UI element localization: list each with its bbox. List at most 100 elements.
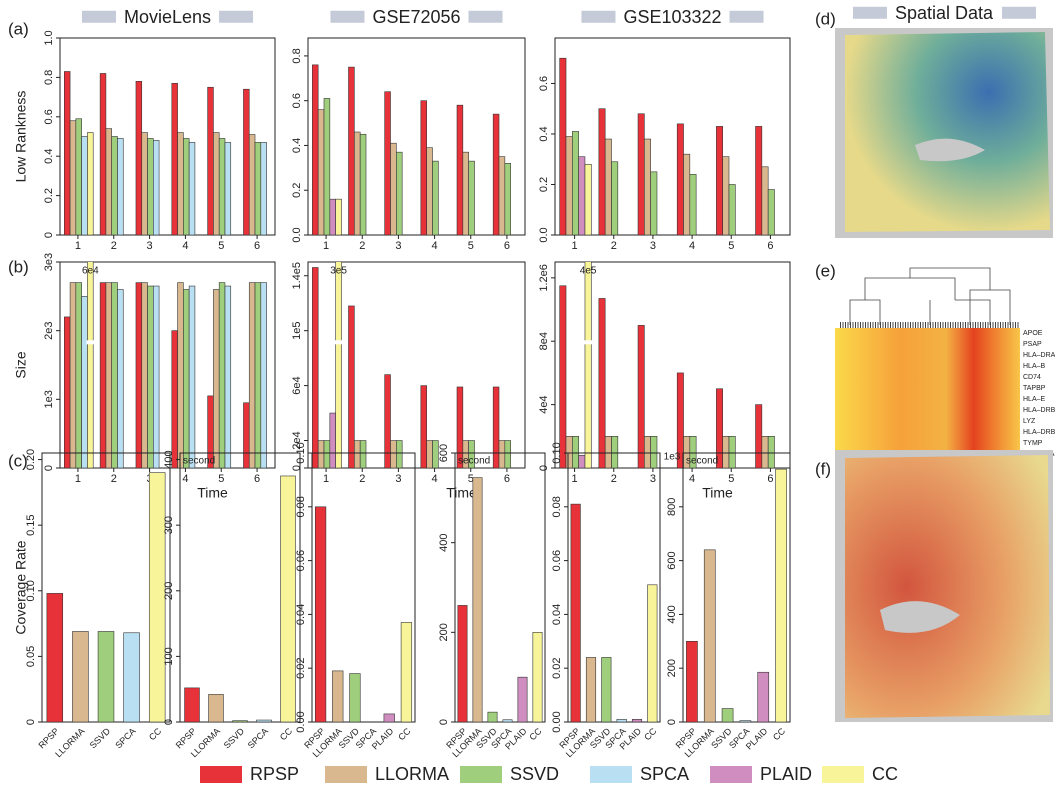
bar bbox=[458, 605, 467, 722]
bar bbox=[70, 121, 76, 235]
plot-frame bbox=[312, 453, 415, 722]
bar bbox=[178, 283, 184, 468]
bar bbox=[505, 441, 511, 468]
y-tick-label: 0.15 bbox=[25, 514, 37, 535]
bars bbox=[560, 0, 775, 468]
y-tick-label: 0.10 bbox=[551, 442, 563, 463]
heatmap bbox=[835, 328, 1020, 470]
bar bbox=[255, 142, 261, 235]
bar bbox=[225, 142, 231, 235]
y-tick-label: 0.10 bbox=[295, 442, 307, 463]
spatial-image-d bbox=[835, 28, 1053, 238]
bar bbox=[644, 436, 650, 468]
bars bbox=[686, 469, 786, 722]
bar bbox=[360, 134, 366, 235]
x-tick-label: 1 bbox=[572, 240, 578, 252]
x-tick-label: 1 bbox=[75, 240, 81, 252]
y-tick-label: 0.06 bbox=[551, 550, 563, 571]
y-tick-label: 0.4 bbox=[43, 149, 55, 164]
bar bbox=[354, 132, 360, 235]
bar bbox=[651, 436, 657, 468]
bars bbox=[315, 507, 411, 722]
bar bbox=[172, 331, 178, 468]
bar bbox=[117, 138, 123, 235]
bar bbox=[469, 161, 475, 235]
bar bbox=[602, 657, 612, 722]
bar bbox=[762, 436, 768, 468]
bar bbox=[117, 289, 123, 468]
y-tick-label: 6e4 bbox=[291, 376, 303, 394]
bars bbox=[458, 478, 542, 722]
bar bbox=[213, 289, 219, 468]
y-tick-label: 0.02 bbox=[551, 657, 563, 678]
y-tick-label: 400 bbox=[438, 533, 450, 551]
bar bbox=[463, 152, 469, 235]
bar bbox=[249, 283, 255, 468]
y-tick-label: 0 bbox=[438, 719, 450, 725]
y-tick-label: 0 bbox=[291, 465, 303, 471]
bar bbox=[572, 436, 578, 468]
bar bbox=[560, 286, 566, 468]
column-title: GSE103322 bbox=[623, 7, 721, 27]
bar bbox=[768, 436, 774, 468]
column-title: GSE72056 bbox=[372, 7, 460, 27]
bar bbox=[651, 172, 657, 235]
legend-label: SPCA bbox=[640, 764, 689, 784]
x-tick-label: 2 bbox=[611, 240, 617, 252]
y-tick-label: 100 bbox=[163, 647, 175, 665]
x-tick-label: 3 bbox=[395, 240, 401, 252]
y-tick-label: 0.04 bbox=[295, 604, 307, 625]
bar bbox=[142, 283, 148, 468]
y-tick-label: 300 bbox=[163, 516, 175, 534]
x-tick-label: 6 bbox=[254, 240, 260, 252]
y-tick-label: 0.4 bbox=[538, 126, 550, 141]
y-tick-label: 400 bbox=[163, 450, 175, 468]
y-tick-label: 200 bbox=[438, 623, 450, 641]
annotation: second bbox=[458, 456, 490, 467]
bar bbox=[599, 109, 605, 235]
y-tick-label: 800 bbox=[666, 498, 678, 516]
figure: APOEPSAPHLA–DRAHLA–BCD74TAPBPHLA–EHLA–DR… bbox=[0, 0, 1055, 787]
y-tick-label: 0.2 bbox=[538, 177, 550, 192]
x-tick-label: 5 bbox=[728, 473, 734, 485]
bar bbox=[47, 593, 63, 722]
bar bbox=[100, 73, 106, 235]
x-tick-label: 2 bbox=[111, 473, 117, 485]
bar bbox=[560, 58, 566, 235]
x-axis-label: Time bbox=[702, 485, 733, 501]
axis-break bbox=[335, 340, 343, 344]
x-tick-label: CC bbox=[642, 726, 659, 743]
bar bbox=[503, 720, 512, 722]
bar bbox=[315, 507, 326, 722]
x-tick-label: CC bbox=[147, 726, 164, 743]
x-tick-label: CC bbox=[278, 726, 295, 743]
y-tick-label: 1.0 bbox=[43, 30, 55, 45]
x-tick-label: 4 bbox=[182, 473, 188, 485]
x-tick-label: 3 bbox=[147, 240, 153, 252]
bar bbox=[758, 672, 769, 722]
y-tick-label: 0.6 bbox=[43, 109, 55, 124]
y-tick-label: 0.8 bbox=[291, 48, 303, 63]
bar bbox=[233, 721, 248, 722]
bar bbox=[533, 632, 542, 722]
bar bbox=[722, 709, 733, 722]
bar bbox=[457, 105, 463, 235]
bar bbox=[716, 126, 722, 235]
bars bbox=[185, 476, 296, 722]
bar bbox=[336, 199, 342, 235]
bars bbox=[560, 58, 775, 235]
bar bbox=[723, 157, 729, 235]
title-decoration bbox=[853, 7, 887, 19]
y-tick-label: 0 bbox=[43, 465, 55, 471]
bar bbox=[185, 688, 200, 722]
bar bbox=[391, 143, 397, 235]
bar bbox=[153, 286, 159, 468]
axis-break bbox=[584, 340, 592, 344]
bar bbox=[87, 133, 93, 235]
annotation: second bbox=[183, 456, 215, 467]
title-decoration bbox=[730, 11, 764, 23]
bar bbox=[64, 71, 70, 235]
bar bbox=[64, 317, 70, 468]
x-tick-label: 6 bbox=[767, 240, 773, 252]
